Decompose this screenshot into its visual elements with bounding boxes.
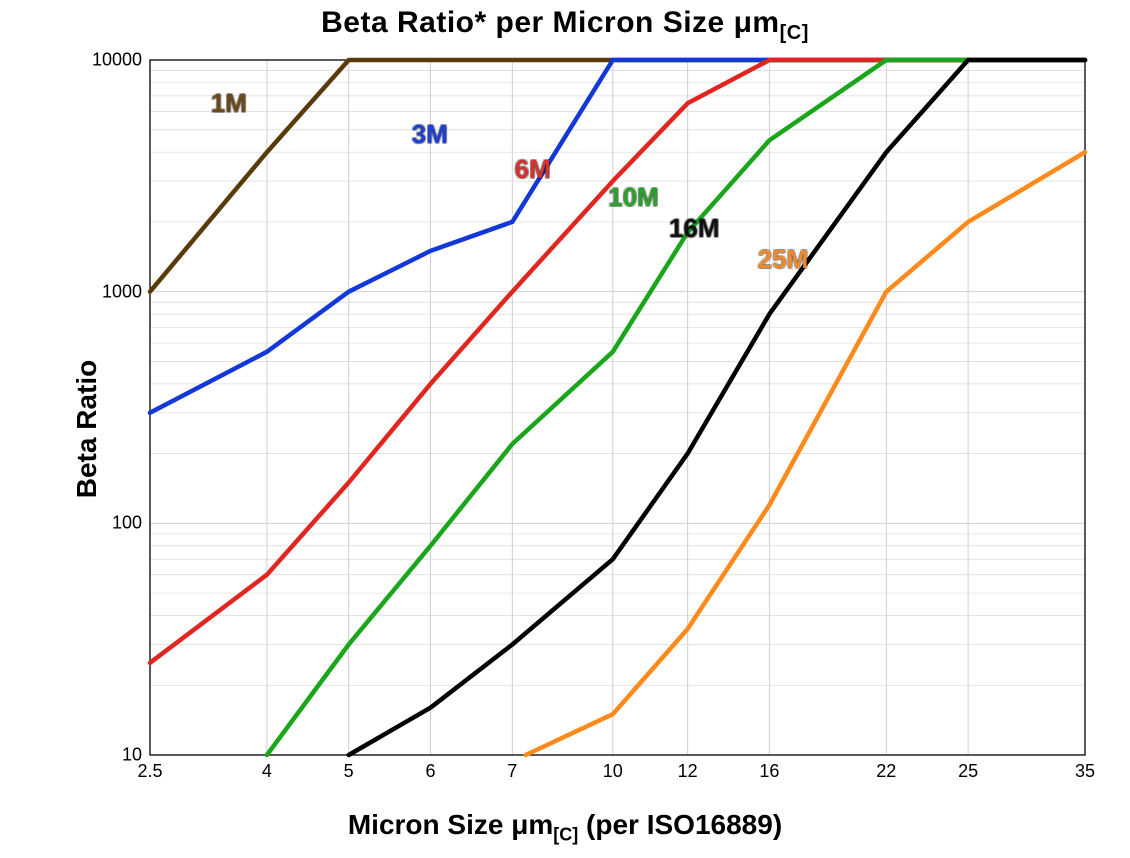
y-tick-label: 1000 [92, 281, 142, 302]
x-tick-label: 22 [876, 761, 896, 782]
y-tick-label: 10 [92, 745, 142, 766]
x-tick-label: 5 [344, 761, 354, 782]
series-label-6M: 6M [515, 154, 551, 185]
x-tick-label: 12 [678, 761, 698, 782]
series-label-25M: 25M [758, 244, 809, 275]
series-label-16M: 16M [669, 213, 720, 244]
x-tick-label: 10 [603, 761, 623, 782]
x-tick-label: 35 [1075, 761, 1095, 782]
x-tick-label: 16 [759, 761, 779, 782]
y-tick-label: 10000 [92, 50, 142, 71]
series-label-10M: 10M [608, 182, 659, 213]
chart-plot-area [90, 50, 1110, 810]
series-label-1M: 1M [211, 88, 247, 119]
y-tick-label: 100 [92, 513, 142, 534]
x-tick-label: 25 [958, 761, 978, 782]
x-axis-label: Micron Size μm[C] (per ISO16889) [0, 809, 1130, 846]
x-tick-label: 4 [262, 761, 272, 782]
x-tick-label: 7 [507, 761, 517, 782]
chart-title: Beta Ratio* per Micron Size μm[C] [0, 6, 1130, 45]
series-label-3M: 3M [412, 119, 448, 150]
x-tick-label: 6 [425, 761, 435, 782]
